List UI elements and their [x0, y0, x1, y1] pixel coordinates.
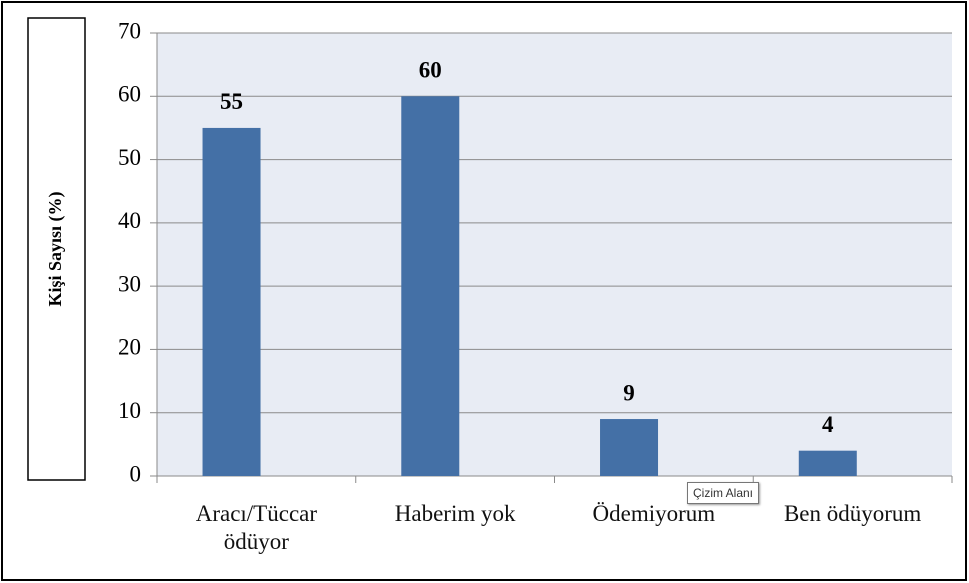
bar [401, 96, 460, 477]
x-tick-label: Ben ödüyorum [783, 501, 922, 526]
y-tick-label: 30 [118, 271, 141, 296]
plot-area [157, 33, 952, 476]
y-tick-label: 70 [118, 18, 141, 43]
x-tick-label: Ödemiyorum [592, 501, 716, 526]
y-tick-label: 50 [118, 145, 141, 170]
data-label: 55 [220, 89, 243, 114]
tooltip: Çizim Alanı [687, 482, 760, 504]
y-tick-label: 10 [118, 398, 141, 423]
y-tick-label: 0 [130, 461, 142, 486]
x-tick-label: Aracı/Tüccar ödüyor [195, 501, 318, 554]
y-tick-label: 20 [118, 335, 141, 360]
bar [600, 419, 659, 476]
data-label: 60 [419, 58, 442, 83]
data-label: 4 [822, 412, 834, 437]
bar [798, 450, 857, 476]
y-tick-label: 40 [118, 208, 141, 233]
y-axis-label: Kişi Sayısı (%) [45, 191, 66, 306]
y-tick-label: 60 [118, 82, 141, 107]
bar [202, 127, 261, 476]
y-label-box [27, 17, 86, 481]
data-label: 9 [623, 380, 635, 405]
x-tick-label: Haberim yok [394, 501, 516, 526]
